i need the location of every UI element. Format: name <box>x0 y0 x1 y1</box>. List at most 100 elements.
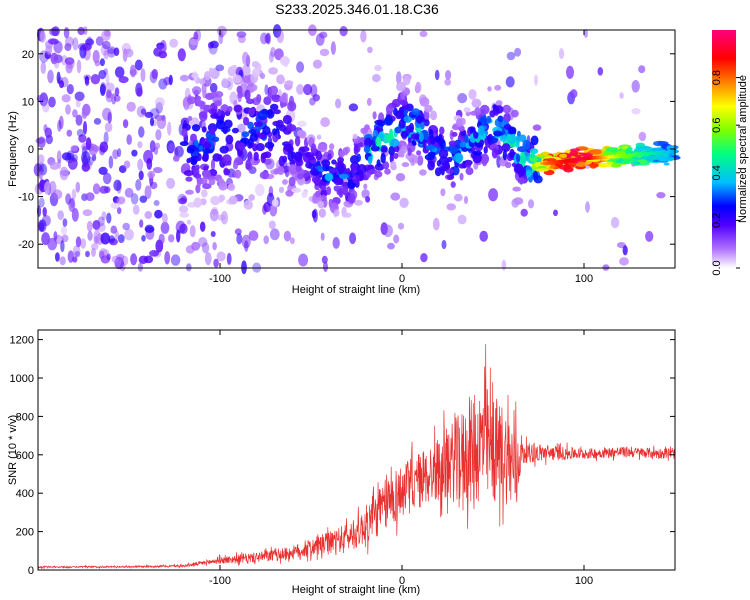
spectrogram-cell <box>256 94 262 103</box>
spectrogram-cell <box>407 137 412 143</box>
spectrogram-cell <box>272 120 281 127</box>
spectrogram-cell <box>144 111 154 118</box>
spectrogram-cell <box>445 168 455 174</box>
spectrogram-cell <box>162 213 168 224</box>
spectrogram-cell <box>147 170 156 179</box>
spectrogram-cell <box>124 228 134 241</box>
spectrogram-cell <box>108 155 114 169</box>
spectrogram-cell <box>350 162 359 174</box>
spectrogram-cell <box>167 121 172 136</box>
spectrogram-cell <box>241 64 251 78</box>
spectrogram-cell <box>257 110 268 121</box>
spectrogram-cell <box>314 190 321 198</box>
spectrogram-cell <box>139 195 148 203</box>
spectrogram-cell <box>156 42 165 50</box>
spectrogram-cell <box>419 96 430 107</box>
spectrogram-cell <box>283 143 294 152</box>
spectrogram-cell <box>99 185 109 194</box>
spectrogram-cell <box>186 96 197 104</box>
spectrogram-cell <box>99 250 105 259</box>
spectrogram-cell <box>279 56 290 66</box>
spectrogram-cell <box>400 145 407 154</box>
spectrogram-cell <box>665 156 675 162</box>
spectrogram-cell <box>169 38 179 48</box>
spectrogram-cell <box>569 150 579 156</box>
y-tick-label: 0 <box>28 565 34 577</box>
spectrogram-cell <box>38 219 47 233</box>
spectrogram-cell <box>320 232 325 241</box>
spectrogram-cell <box>364 137 373 149</box>
spectrogram-cell <box>92 220 101 230</box>
spectrogram-cell <box>64 57 75 65</box>
spectrogram-cell <box>414 133 420 141</box>
spectrogram-cell <box>174 145 184 158</box>
spectrogram-cell <box>134 59 143 71</box>
spectrogram-cell <box>455 152 462 164</box>
spectrogram-cell <box>501 143 511 152</box>
spectrogram-cell <box>451 131 458 137</box>
spectrogram-cell <box>569 89 578 99</box>
spectrogram-cell <box>465 167 474 176</box>
spectrogram-cell <box>103 131 109 145</box>
spectrogram-cell <box>638 131 647 142</box>
spectrogram-cell <box>201 154 209 162</box>
spectrogram-cell <box>411 139 417 146</box>
spectrogram-cell <box>193 197 202 208</box>
spectrogram-cell <box>241 131 250 138</box>
spectrogram-cell <box>60 240 65 253</box>
spectrogram-cell <box>112 149 119 160</box>
spectrogram-cell <box>189 225 196 238</box>
spectrogram-cell <box>138 126 145 138</box>
spectrogram-cell <box>297 173 304 180</box>
spectrogram-cell <box>72 109 78 118</box>
spectrogram-cell <box>231 127 239 134</box>
snr-x-label: Height of straight line (km) <box>292 584 420 596</box>
spectrogram-cell <box>116 197 125 205</box>
spectrogram-cell <box>336 188 343 196</box>
spectrogram-cell <box>238 142 246 151</box>
spectrogram-cell <box>288 176 296 187</box>
spectrogram-cell <box>202 183 212 190</box>
spectrogram-cell <box>396 81 406 92</box>
spectrogram-cell <box>99 58 105 67</box>
spectrogram-cell <box>153 200 160 206</box>
spectrogram-cell <box>179 212 190 218</box>
spectrogram-cell <box>458 163 466 169</box>
spectrogram-cell <box>76 128 84 137</box>
spectrogram-cell <box>380 152 386 164</box>
spectrogram-cell <box>339 173 349 179</box>
spectrogram-cell <box>47 38 58 45</box>
spectrogram-cell <box>144 211 153 219</box>
spectrogram-cell <box>107 46 116 55</box>
spectrogram-cell <box>360 30 367 43</box>
spectrogram-cell <box>444 78 452 86</box>
spectrogram-cell <box>78 134 87 143</box>
spectrogram-cell <box>49 27 59 36</box>
spectrogram-cell <box>146 158 153 170</box>
spectrogram-cell <box>137 141 143 149</box>
spectrogram-cell <box>208 40 218 55</box>
spectrogram-cell <box>513 197 524 205</box>
spectrogram-cell <box>149 140 156 153</box>
spectrogram-cell <box>488 188 499 202</box>
spectrogram-cell <box>154 209 163 219</box>
spectrogram-cell <box>229 91 238 105</box>
spectrogram-cell <box>114 230 120 240</box>
spectrogram-cell <box>219 194 226 201</box>
spectrogram-cell <box>53 231 58 241</box>
spectrogram-cell <box>107 111 112 124</box>
spectrogram-cell <box>102 40 111 50</box>
spectrogram-cell <box>170 254 181 266</box>
spectrogram-cell <box>47 69 54 84</box>
spectrogram-cell <box>342 147 349 156</box>
spectrogram-cell <box>156 44 166 53</box>
spectrogram-y-label: Frequency (Hz) <box>7 111 19 187</box>
spectrogram-cell <box>420 121 425 130</box>
spectrogram-cell <box>282 179 288 185</box>
spectrogram-cell <box>473 150 483 156</box>
spectrogram-cell <box>91 243 99 251</box>
spectrogram-cell <box>154 142 161 150</box>
spectrogram-cell <box>92 49 100 64</box>
spectrogram-marks <box>33 24 681 275</box>
spectrogram-cell <box>222 154 232 165</box>
